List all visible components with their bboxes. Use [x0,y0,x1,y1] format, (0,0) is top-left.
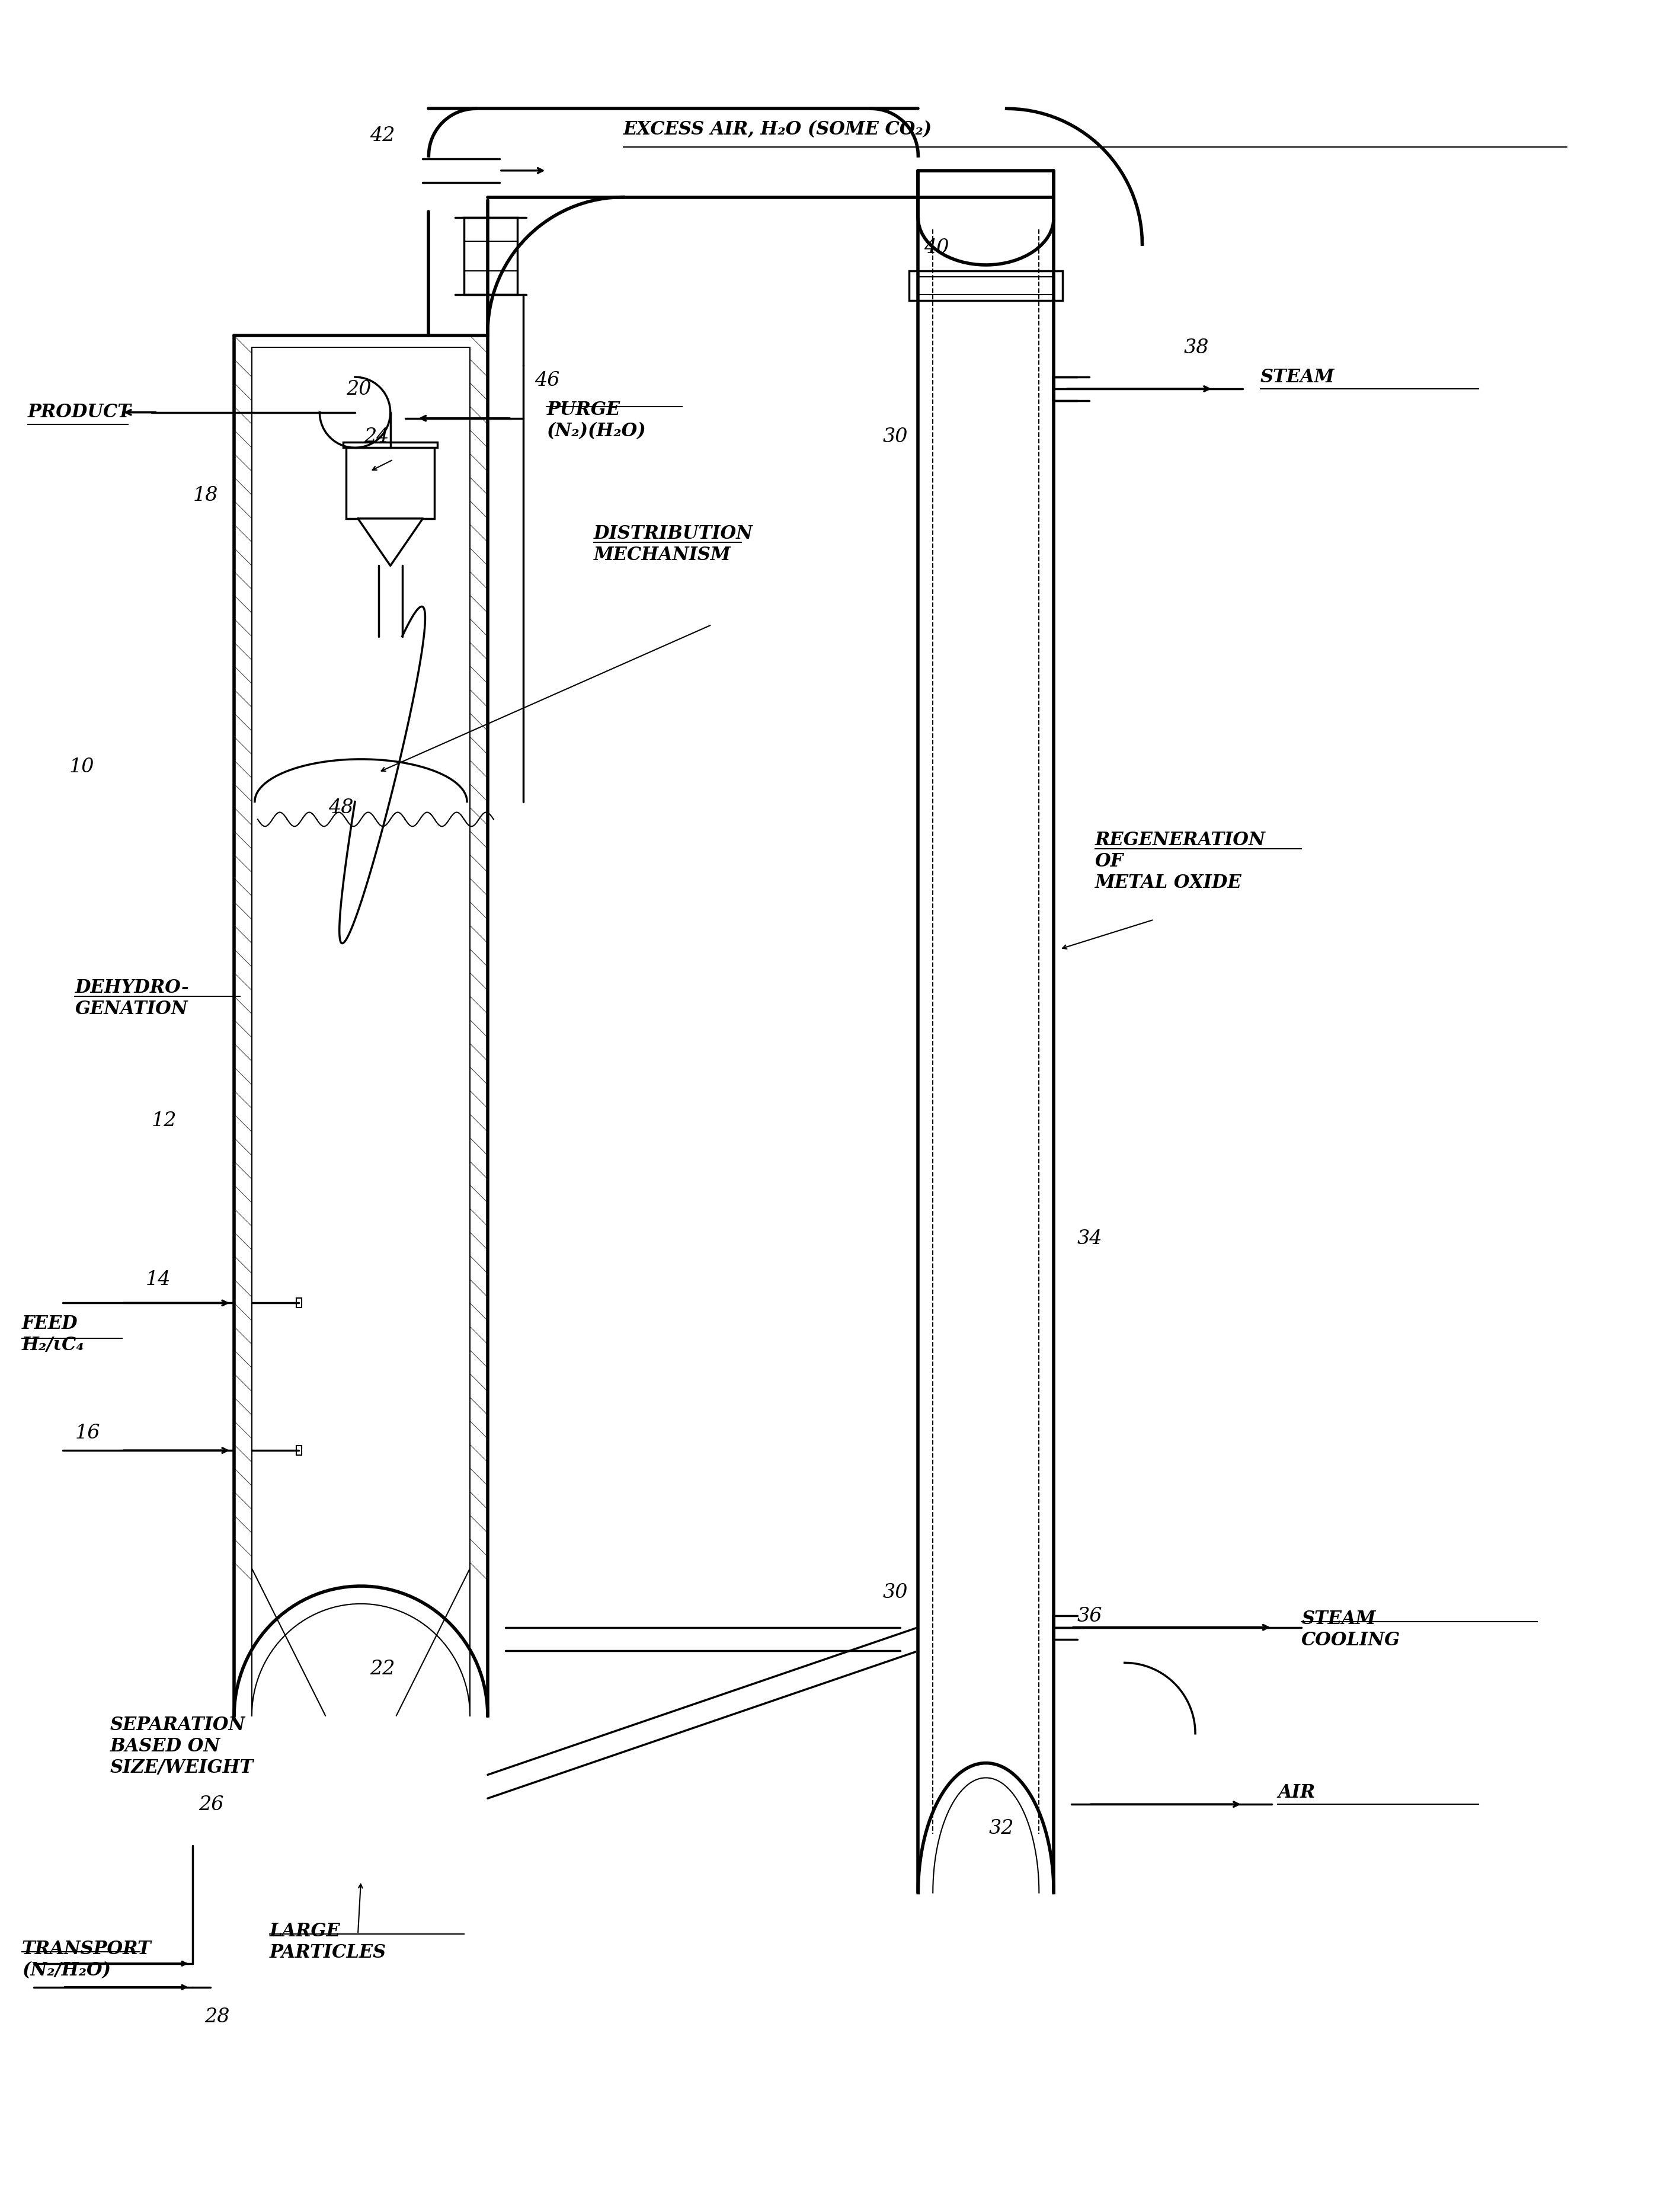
Text: TRANSPORT
(N₂/H₂O): TRANSPORT (N₂/H₂O) [22,1940,151,1979]
Text: PURGE
(N₂)(H₂O): PURGE (N₂)(H₂O) [546,400,647,440]
Bar [909,272,1063,300]
Text: 12: 12 [151,1111,176,1131]
Text: STEAM: STEAM [1260,367,1334,387]
Text: 30: 30 [882,426,907,446]
Text: 42: 42 [370,126,395,146]
Text: 28: 28 [205,2008,230,2026]
Bar [296,1299,302,1308]
Bar [346,448,435,519]
Bar [919,276,1053,294]
Text: 20: 20 [346,380,371,400]
Text: 24: 24 [365,426,390,446]
Text: DEHYDRO-
GENATION: DEHYDRO- GENATION [76,979,190,1018]
Text: 46: 46 [534,371,559,391]
Text: FEED
H₂/ιC₄: FEED H₂/ιC₄ [22,1314,84,1354]
Text: 22: 22 [370,1659,395,1679]
Text: STEAM
COOLING: STEAM COOLING [1302,1610,1401,1650]
Text: 36: 36 [1077,1606,1102,1626]
Text: EXCESS AIR, H₂O (SOME CO₂): EXCESS AIR, H₂O (SOME CO₂) [623,119,932,139]
Text: 34: 34 [1077,1228,1102,1248]
Text: SEPARATION
BASED ON
SIZE/WEIGHT: SEPARATION BASED ON SIZE/WEIGHT [111,1716,254,1776]
Text: 38: 38 [1183,338,1208,358]
Bar [464,219,517,294]
Text: 30: 30 [882,1584,907,1602]
Text: 14: 14 [146,1270,171,1290]
Text: AIR: AIR [1278,1783,1315,1803]
Text: 16: 16 [76,1425,101,1442]
Bar [343,442,437,448]
Text: DISTRIBUTION
MECHANISM: DISTRIBUTION MECHANISM [593,524,753,563]
Bar [296,1445,302,1456]
Text: PRODUCT: PRODUCT [27,404,131,422]
Text: LARGE
PARTICLES: LARGE PARTICLES [269,1922,386,1962]
Text: 48: 48 [329,800,353,817]
Text: 40: 40 [924,239,949,256]
Text: 18: 18 [193,486,218,506]
Text: 32: 32 [990,1818,1015,1838]
Text: 26: 26 [198,1796,223,1814]
Text: 10: 10 [69,758,94,775]
Polygon shape [358,519,423,566]
Text: REGENERATION
OF
METAL OXIDE: REGENERATION OF METAL OXIDE [1095,831,1265,892]
